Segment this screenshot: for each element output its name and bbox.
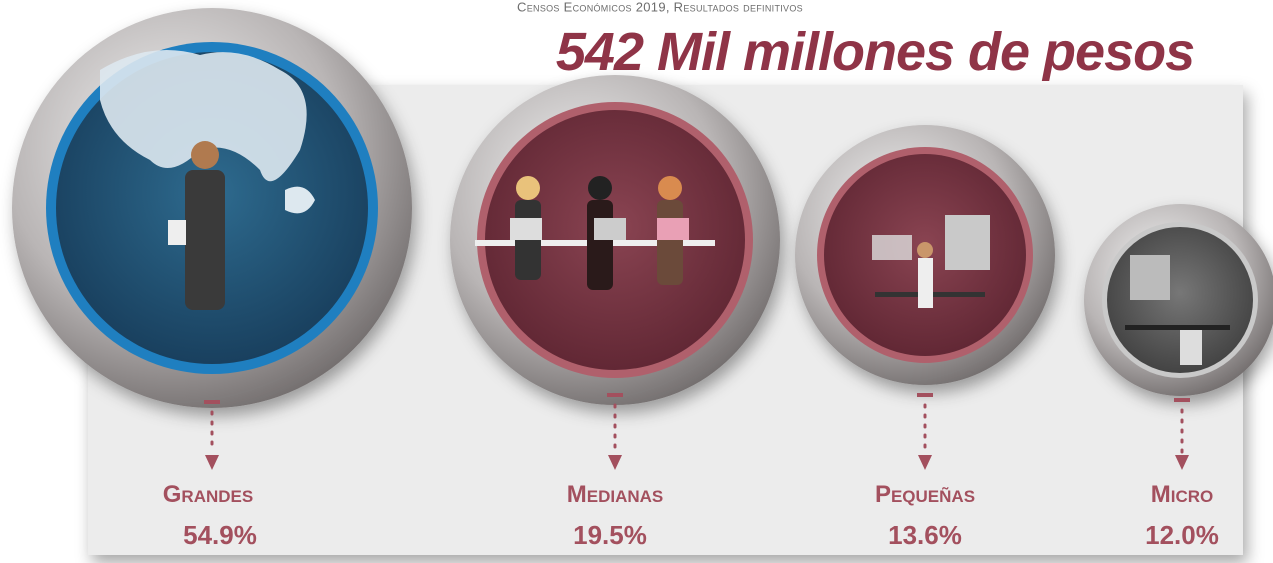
share-value: 12.0% [1145, 520, 1219, 550]
arrow [1175, 455, 1189, 470]
arrow [608, 455, 622, 470]
share-value: 54.9% [183, 520, 257, 550]
category-label: Grandes [163, 481, 253, 508]
share-value: 13.6% [888, 520, 962, 550]
category-label: Micro [1151, 481, 1214, 508]
source: Censos Económicos 2019, Resultados defin… [517, 0, 803, 14]
arrow [918, 455, 932, 470]
circle-medianas [450, 75, 780, 405]
share-value: 19.5% [573, 520, 647, 550]
circle-micro [1084, 204, 1273, 396]
dash [204, 400, 220, 404]
circle-pequenas [795, 125, 1055, 385]
category-label: Pequeñas [875, 481, 975, 508]
circle-grandes [12, 8, 412, 408]
dash [1174, 398, 1190, 402]
dash [607, 393, 623, 397]
category-label: Medianas [567, 481, 664, 508]
arrow [205, 455, 219, 470]
title: 542 Mil millones de pesos [556, 22, 1194, 82]
dash [917, 393, 933, 397]
